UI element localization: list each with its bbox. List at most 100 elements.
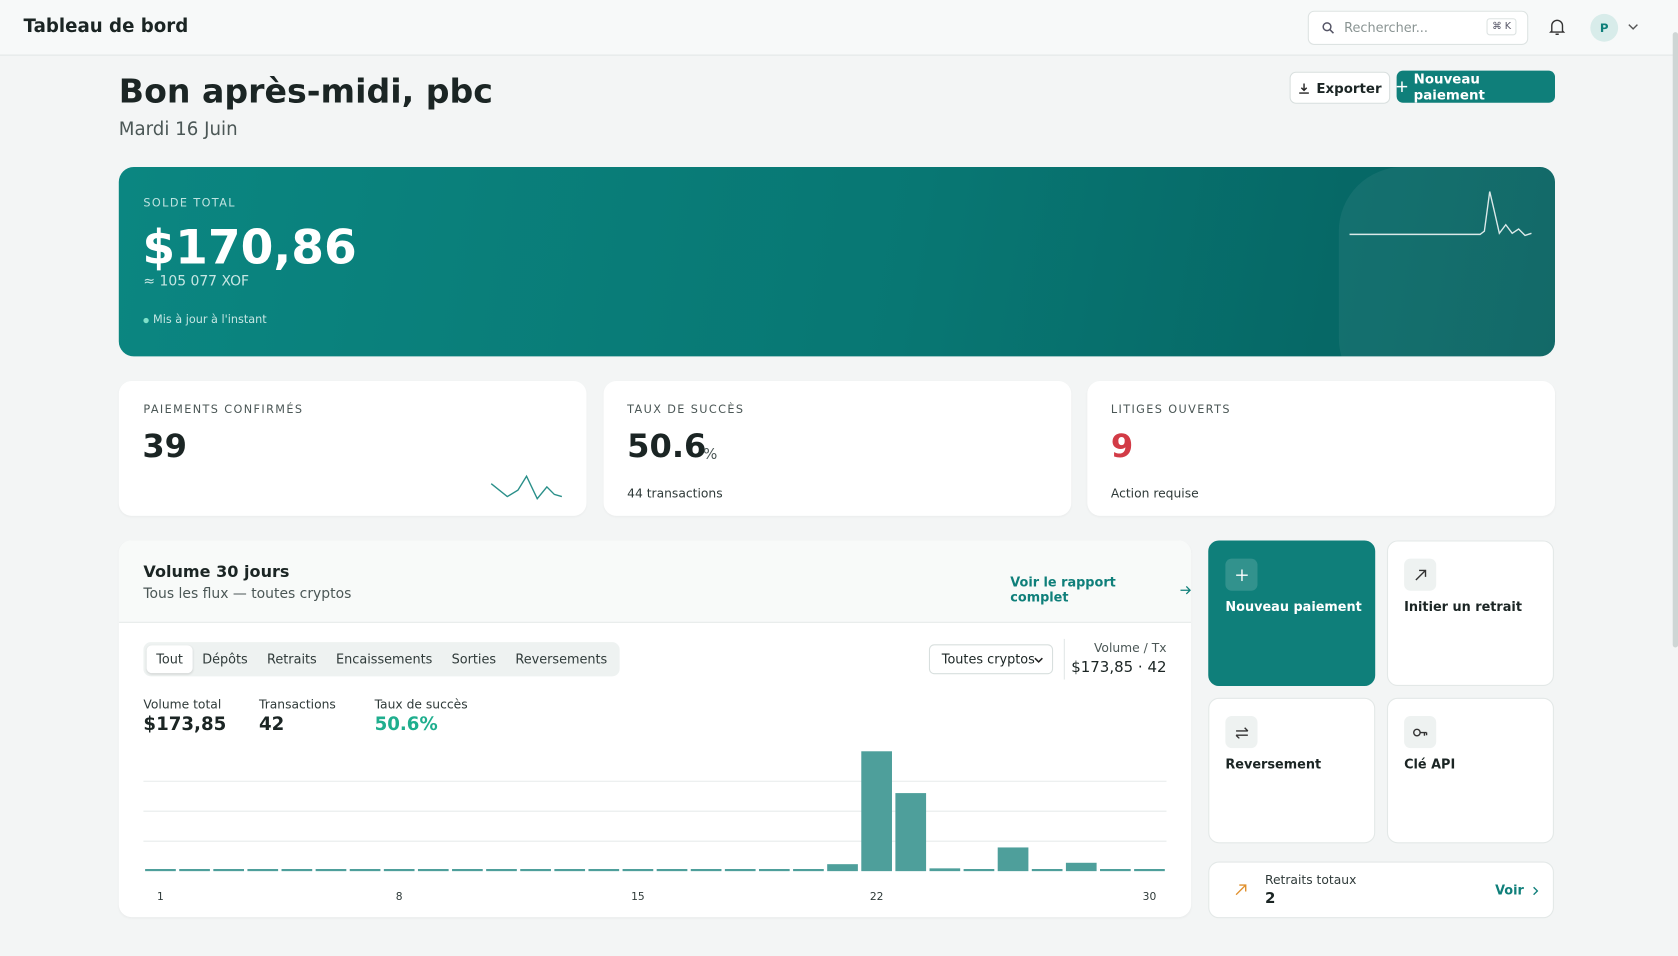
x-tick-label: 15 [631,890,645,903]
balance-sparkline [1349,191,1532,237]
bar [1065,862,1097,872]
bar [520,869,551,872]
report-link[interactable]: Voir le rapport complet [1010,574,1192,605]
withdrawals-link[interactable]: Voir [1495,883,1539,898]
filter-tab[interactable]: Encaissements [336,651,433,667]
date: Mardi 16 Juin [118,118,238,141]
bar [452,869,483,872]
bar [997,847,1029,872]
withdrawals-label: Retraits totaux [1264,872,1357,888]
action-card[interactable]: Reversement [1208,697,1376,844]
search-box[interactable]: Rechercher... ⌘ K [1307,10,1529,45]
summary-label: Volume / Tx [1093,639,1167,655]
action-label: Nouveau paiement [1225,599,1362,615]
volume-card: Volume 30 jours Tous les flux — toutes c… [118,540,1192,918]
arrow-icon [1414,569,1426,581]
action-icon [1404,715,1437,749]
new-payment-label: Nouveau paiement [1413,70,1485,103]
action-label: Reversement [1225,756,1322,772]
filter-tabs: Tout Dépôts Retraits Encaissements Sorti… [143,642,621,677]
stat-label: LITIGES OUVERTS [1110,403,1231,417]
metric-label: Taux de succès [374,696,468,712]
metric-value: 42 [258,713,285,736]
new-payment-button[interactable]: Nouveau paiement [1396,70,1556,103]
bar [281,869,313,872]
metric-value: $173,85 [143,713,227,736]
metric-value: 50.6% [374,713,438,736]
bar [861,751,892,872]
filter-tab[interactable]: Tout [146,645,193,674]
search-placeholder: Rechercher... [1344,20,1428,36]
app-title: Tableau de bord [23,16,189,38]
download-icon [1299,82,1309,94]
stat-card: TAUX DE SUCCÈS 50.6 % 44 transactions [603,380,1072,516]
x-tick-label: 22 [870,890,884,903]
bar [1134,869,1165,872]
bar [315,869,347,872]
top-bar: Tableau de bord Rechercher... ⌘ K P [0,0,1678,56]
swap-icon [1235,726,1248,738]
withdrawals-card: Retraits totaux 2 Voir [1208,861,1554,919]
search-icon [1322,22,1334,34]
stat-card: PAIEMENTS CONFIRMÉS 39 [118,380,587,516]
bar [793,869,824,872]
filter-tab[interactable]: Reversements [515,651,608,667]
withdrawals-link-label: Voir [1495,882,1524,898]
action-card[interactable]: Initier un retrait [1386,540,1554,686]
arrow-icon [1180,585,1192,594]
filter-tab[interactable]: Sorties [451,651,497,667]
balance-status: Mis à jour à l'instant [153,313,267,327]
bar [1031,869,1063,872]
stat-sparkline [490,474,563,501]
action-card[interactable]: Nouveau paiement [1208,540,1376,686]
x-tick-label: 1 [157,890,164,903]
stat-value: 39 [142,428,188,466]
action-icon [1225,715,1258,749]
bar [1100,869,1131,872]
stat-value: 50.6 [627,428,707,466]
bar [963,869,995,872]
bar [827,864,858,872]
bar [622,869,654,872]
metric-label: Transactions [258,696,336,712]
withdrawals-value: 2 [1264,890,1276,908]
export-button[interactable]: Exporter [1289,71,1391,104]
notifications-icon[interactable] [1549,18,1566,36]
stat-note: 44 transactions [627,485,723,501]
stat-label: PAIEMENTS CONFIRMÉS [143,403,304,417]
action-icon [1404,558,1437,591]
plus-icon [1235,568,1248,581]
bar [656,869,688,872]
shortcut: ⌘ K [1486,18,1517,36]
bar [724,869,756,872]
stat-card: LITIGES OUVERTS 9 Action requise [1087,380,1556,516]
avatar-chevron[interactable] [1628,24,1639,31]
balance-amount: $170,86 [142,220,357,276]
bar [690,869,722,872]
filter-tab[interactable]: Dépôts [202,651,248,667]
x-tick-label: 8 [396,890,403,903]
report-link-label: Voir le rapport complet [1010,574,1116,605]
stat-unit: % [703,446,718,464]
scrollbar [1672,32,1678,648]
action-card[interactable]: Clé API [1386,697,1554,844]
bar [895,793,927,872]
withdraw-icon [1235,884,1247,896]
bar [554,869,586,872]
filter-tab[interactable]: Retraits [267,651,317,667]
action-label: Clé API [1404,756,1456,772]
plus-icon [1396,81,1408,93]
volume-subtitle: Tous les flux — toutes cryptos [143,586,352,603]
balance-decoration [1338,166,1556,357]
status-dot [143,317,149,324]
volume-chart: 1 8 15 22 30 [143,751,1167,903]
bar [247,869,279,872]
crypto-select[interactable]: Toutes cryptos [928,644,1054,675]
key-icon [1413,728,1428,736]
divider [1063,638,1065,680]
stat-value: 9 [1110,428,1134,466]
export-label: Exporter [1316,79,1382,96]
avatar[interactable]: P [1590,13,1619,42]
